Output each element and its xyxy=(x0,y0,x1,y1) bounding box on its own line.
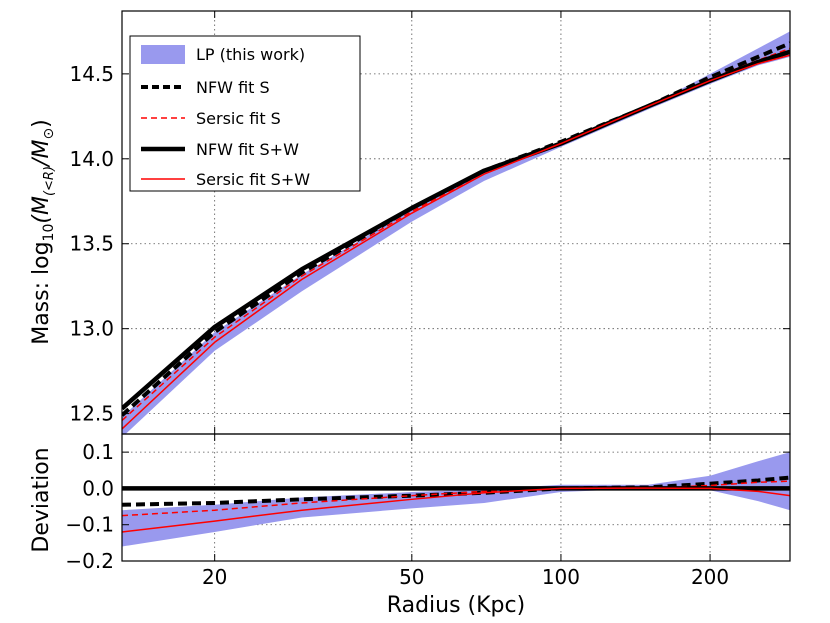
mass-y-tick-label: 13.5 xyxy=(69,232,114,256)
legend-label-sersic-sw: Sersic fit S+W xyxy=(196,170,310,189)
legend-label-lp: LP (this work) xyxy=(196,45,305,64)
mass-ylabel-expr: (M xyxy=(29,196,54,224)
mass-y-tick-label: 14.0 xyxy=(69,147,114,171)
mass-y-tick-label: 12.5 xyxy=(69,402,114,426)
deviation-band-lp xyxy=(122,452,790,547)
mass-ylabel-expr-sub: (<R) xyxy=(42,166,57,196)
mass-series-sersic-fit-s-w xyxy=(122,54,790,430)
x-tick-label-50: 50 xyxy=(399,565,424,589)
axis-tick-labels: 12.5 13.0 13.5 14.0 14.5 −0.2 −0.1 0.0 0.1 20 50 10… xyxy=(65,62,729,589)
mass-ylabel-close: ) xyxy=(29,119,54,128)
legend-swatch-lp-band xyxy=(141,45,185,64)
deviation-series-sersic-fit-s-w xyxy=(122,487,790,533)
deviation-y-tick-label: 0.1 xyxy=(82,440,114,464)
legend-label-sersic-s: Sersic fit S xyxy=(196,109,281,128)
mass-y-tick-label: 13.0 xyxy=(69,317,114,341)
mass-ylabel-prefix: Mass: log xyxy=(29,241,54,344)
mass-series-nfw-fit-s-w xyxy=(122,49,790,411)
mass-panel-plot-area xyxy=(122,31,790,434)
mass-ylabel-sub: 10 xyxy=(41,224,57,242)
mass-y-axis-title: Mass: log10(M(<R)/M⊙) xyxy=(29,119,57,345)
x-tick-label-200: 200 xyxy=(691,565,729,589)
x-axis-title: Radius (Kpc) xyxy=(387,593,525,618)
deviation-y-tick-label: −0.2 xyxy=(65,549,114,573)
deviation-panel-frame xyxy=(121,433,791,562)
mass-ylabel-mid: /M xyxy=(29,140,54,168)
deviation-y-tick-label: −0.1 xyxy=(65,513,114,537)
x-tick-label-20: 20 xyxy=(202,565,227,589)
deviation-panel-plot-area xyxy=(122,452,790,547)
legend: LP (this work) NFW fit S Sersic fit S NF… xyxy=(129,35,361,192)
legend-label-nfw-sw: NFW fit S+W xyxy=(196,140,299,159)
mass-y-tick-label: 14.5 xyxy=(69,62,114,86)
mass-ylabel-sun: ⊙ xyxy=(41,128,57,140)
deviation-y-axis-title: Deviation xyxy=(29,447,54,552)
legend-label-nfw-s: NFW fit S xyxy=(196,78,270,97)
deviation-y-tick-label: 0.0 xyxy=(82,476,114,500)
mass-panel-grid xyxy=(122,11,790,434)
axis-ticks xyxy=(122,11,790,562)
mass-band-lp xyxy=(122,31,790,434)
x-tick-label-100: 100 xyxy=(542,565,580,589)
